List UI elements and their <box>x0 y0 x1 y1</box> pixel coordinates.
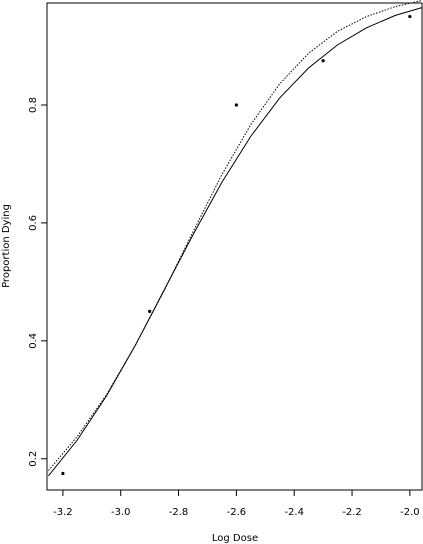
data-point <box>234 103 238 107</box>
x-tick-label: -2.6 <box>227 507 247 518</box>
x-tick-label: -3.0 <box>111 507 131 518</box>
y-tick-label: 0.6 <box>28 215 39 231</box>
data-point <box>148 309 152 313</box>
x-tick-label: -3.2 <box>53 507 73 518</box>
x-tick-label: -2.8 <box>169 507 189 518</box>
fit-curve <box>48 0 422 471</box>
y-tick-label: 0.8 <box>28 97 39 113</box>
y-tick-label: 0.2 <box>28 451 39 467</box>
data-point <box>321 59 325 63</box>
data-point <box>61 471 65 476</box>
plot-frame <box>46 2 423 491</box>
data-point <box>408 14 412 19</box>
x-tick-label: -2.4 <box>284 507 304 518</box>
x-tick-label: -2.0 <box>400 507 420 518</box>
y-tick-label: 0.4 <box>28 333 39 349</box>
fit-curve <box>48 7 422 477</box>
y-axis-label: Proportion Dying <box>1 204 12 288</box>
x-tick-label: -2.2 <box>342 507 362 518</box>
x-axis-label: Log Dose <box>212 533 258 544</box>
